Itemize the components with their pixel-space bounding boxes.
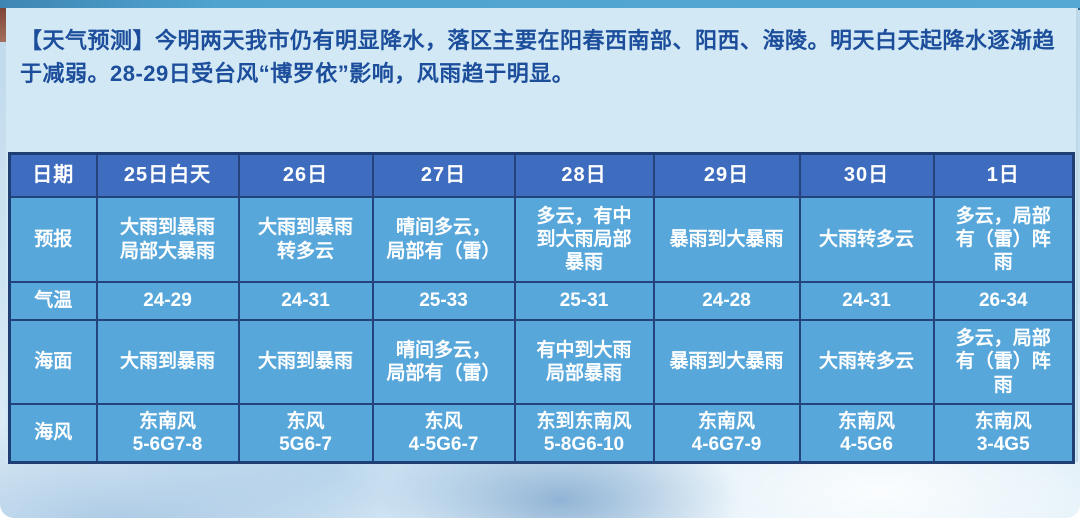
temperature-cell: 24-29 [95,281,240,321]
header-cell-day29: 29日 [652,152,801,198]
sea-wind-cell: 东南风 5-6G7-8 [95,403,240,464]
row-label-sea-wind: 海风 [8,403,98,464]
temperature-cell: 24-31 [798,281,935,321]
forecast-cell: 多云，有中 到大雨局部 暴雨 [513,196,655,283]
sea-wind-cell: 东风 5G6-7 [237,403,374,464]
temperature-cell: 24-28 [652,281,801,321]
forecast-cell: 大雨到暴雨 局部大暴雨 [95,196,240,283]
row-label-forecast: 预报 [8,196,98,283]
sea-surface-cell: 大雨到暴雨 [237,319,374,405]
announcement-line-2: 于减弱。28-29日受台风“博罗依”影响，风雨趋于明显。 [20,61,575,86]
header-cell-date: 日期 [8,152,98,198]
forecast-cell: 多云，局部 有（雷）阵 雨 [932,196,1075,283]
row-forecast: 预报 大雨到暴雨 局部大暴雨 大雨到暴雨 转多云 晴间多云， 局部有（雷） 多云… [8,196,1075,283]
forecast-announcement: 【天气预测】今明两天我市仍有明显降水，落区主要在阳春西南部、阳西、海陵。明天白天… [20,24,1056,90]
temperature-cell: 24-31 [237,281,374,321]
forecast-cell: 暴雨到大暴雨 [652,196,801,283]
temperature-cell: 25-31 [513,281,655,321]
sea-wind-cell: 东南风 3-4G5 [932,403,1075,464]
header-cell-day28: 28日 [513,152,655,198]
header-cell-day30: 30日 [798,152,935,198]
header-cell-day27: 27日 [371,152,516,198]
sea-surface-cell: 大雨转多云 [798,319,935,405]
forecast-cell: 大雨转多云 [798,196,935,283]
sea-wind-cell: 东南风 4-5G6 [798,403,935,464]
sea-surface-cell: 多云，局部 有（雷）阵 雨 [932,319,1075,405]
table-header-row: 日期 25日白天 26日 27日 28日 29日 30日 1日 [8,152,1075,198]
sea-surface-cell: 暴雨到大暴雨 [652,319,801,405]
temperature-cell: 25-33 [371,281,516,321]
sea-surface-cell: 晴间多云， 局部有（雷） [371,319,516,405]
sea-wind-cell: 东到东南风 5-8G6-10 [513,403,655,464]
header-cell-day25: 25日白天 [95,152,240,198]
sea-surface-cell: 大雨到暴雨 [95,319,240,405]
forecast-table: 日期 25日白天 26日 27日 28日 29日 30日 1日 预报 大雨到暴雨… [8,152,1075,464]
sea-wind-cell: 东南风 4-6G7-9 [652,403,801,464]
header-cell-day26: 26日 [237,152,374,198]
header-cell-day1: 1日 [932,152,1075,198]
sea-wind-cell: 东风 4-5G6-7 [371,403,516,464]
row-temperature: 气温 24-29 24-31 25-33 25-31 24-28 24-31 2… [8,281,1075,321]
forecast-cell: 大雨到暴雨 转多云 [237,196,374,283]
row-label-sea-surface: 海面 [8,319,98,405]
announcement-line-1: 【天气预测】今明两天我市仍有明显降水，落区主要在阳春西南部、阳西、海陵。明天白天… [20,28,1056,53]
temperature-cell: 26-34 [932,281,1075,321]
row-sea-surface: 海面 大雨到暴雨 大雨到暴雨 晴间多云， 局部有（雷） 有中到大雨 局部暴雨 暴… [8,319,1075,405]
left-edge-artifact [0,8,7,42]
row-sea-wind: 海风 东南风 5-6G7-8 东风 5G6-7 东风 4-5G6-7 东到东南风… [8,403,1075,464]
sea-surface-cell: 有中到大雨 局部暴雨 [513,319,655,405]
row-label-temperature: 气温 [8,281,98,321]
forecast-cell: 晴间多云， 局部有（雷） [371,196,516,283]
